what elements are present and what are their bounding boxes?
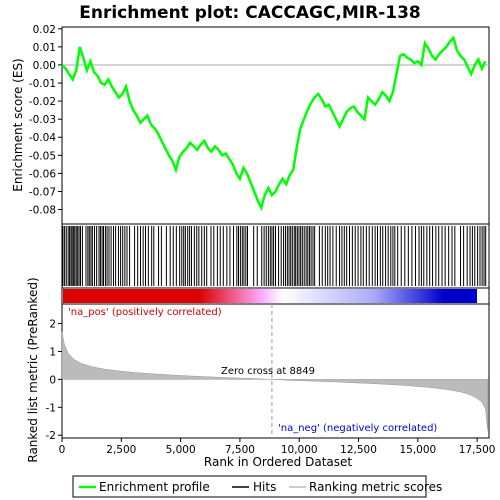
es-y-tick-label: -0.07 xyxy=(29,186,56,198)
metric-panel: 2 1 0 -1 -2 'na_pos' (positively correlated)… xyxy=(26,277,490,463)
x-axis: 0 2,500 5,000 7,500 10,000 12,500 15,000 17,500 xyxy=(59,438,496,456)
legend-ranking-label: Ranking metric scores xyxy=(309,480,442,494)
es-y-axis: 0.02 0.01 0.00 -0.01 -0.02 -0.03 -0.04 -0.05 -0.… xyxy=(29,24,62,217)
x-tick-label: 10,000 xyxy=(281,444,318,456)
hit-marks xyxy=(62,226,487,286)
es-y-tick-label: -0.05 xyxy=(29,150,56,162)
ranking-metric-area xyxy=(61,331,489,432)
es-y-tick-label: 0.02 xyxy=(33,24,56,36)
x-axis-label: Rank in Ordered Dataset xyxy=(204,455,352,469)
es-y-tick-label: -0.08 xyxy=(29,205,56,217)
x-tick-label: 15,000 xyxy=(399,444,436,456)
x-tick-label: 0 xyxy=(59,444,66,456)
metric-y-tick-label: 0 xyxy=(49,374,56,386)
x-tick-label: 5,000 xyxy=(166,444,196,456)
es-y-tick-label: -0.01 xyxy=(29,78,56,90)
metric-panel-frame xyxy=(61,303,490,439)
legend-enrichment-label: Enrichment profile xyxy=(99,480,210,494)
es-y-axis-label: Enrichment score (ES) xyxy=(11,58,25,191)
x-tick-label: 7,500 xyxy=(225,444,255,456)
hits-panel xyxy=(61,223,490,289)
ranking-bar-gradient xyxy=(63,289,477,303)
legend-frame xyxy=(72,475,427,498)
enrichment-profile-line xyxy=(61,35,487,212)
zero-cross-label: Zero cross at 8849 xyxy=(221,366,315,377)
legend-hits-label: Hits xyxy=(253,480,276,494)
es-y-tick-label: -0.04 xyxy=(29,132,56,144)
metric-y-tick-label: 2 xyxy=(49,319,56,331)
positive-correlation-label: 'na_pos' (positively correlated) xyxy=(68,307,222,318)
es-y-tick-label: -0.02 xyxy=(29,96,56,108)
es-y-tick-label: -0.06 xyxy=(29,168,56,180)
metric-y-tick-label: 1 xyxy=(49,346,56,358)
es-panel-frame xyxy=(61,26,490,225)
metric-y-axis: 2 1 0 -1 -2 xyxy=(46,319,62,442)
es-y-tick-label: 0.01 xyxy=(33,42,56,54)
es-panel: 0.02 0.01 0.00 -0.01 -0.02 -0.03 -0.04 -0.05 -0.… xyxy=(11,24,490,225)
x-tick-label: 12,500 xyxy=(340,444,377,456)
ranking-color-bar xyxy=(61,287,490,305)
legend: Enrichment profile Hits Ranking metric s… xyxy=(72,475,442,498)
es-y-tick-label: -0.03 xyxy=(29,114,56,126)
chart-title: Enrichment plot: CACCAGC,MIR-138 xyxy=(79,3,421,23)
metric-y-axis-label: Ranked list metric (PreRanked) xyxy=(26,277,40,462)
x-tick-label: 17,500 xyxy=(459,444,496,456)
negative-correlation-label: 'na_neg' (negatively correlated) xyxy=(278,423,437,434)
x-tick-label: 2,500 xyxy=(106,444,136,456)
metric-y-tick-label: -2 xyxy=(46,430,56,442)
metric-y-tick-label: -1 xyxy=(46,402,56,414)
es-y-tick-label: 0.00 xyxy=(33,60,56,72)
